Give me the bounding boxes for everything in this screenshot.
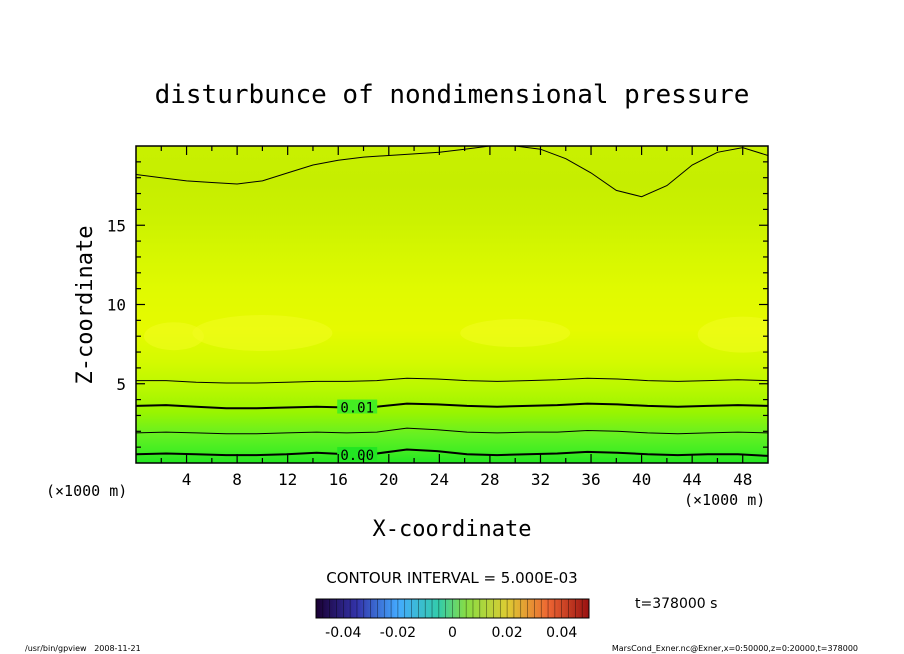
x-axis-label: X-coordinate <box>373 517 532 542</box>
x-tick-label: 8 <box>232 470 242 489</box>
y-tick-label: 10 <box>107 296 126 315</box>
contour-label-1: 0.00 <box>340 448 374 464</box>
y-axis-label: Z-coordinate <box>73 226 98 385</box>
y-tick-label: 5 <box>116 375 126 394</box>
colorbar-tick-label: 0.02 <box>492 625 523 641</box>
footer-left: /usr/bin/gpview 2008-11-21 <box>25 644 141 653</box>
contour-lines <box>136 146 768 457</box>
contour-label-bg-1 <box>337 447 378 462</box>
contour-label-0: 0.01 <box>340 401 374 417</box>
x-tick-label: 28 <box>480 470 499 489</box>
colorbar-tick-label: -0.04 <box>325 625 361 641</box>
colorbar-stripes <box>322 599 583 618</box>
colorbar: -0.04 -0.02 0 0.02 0.04 <box>315 598 590 641</box>
highlight-3 <box>143 322 204 351</box>
chart-title: disturbunce of nondimensional pressure <box>155 80 750 110</box>
y-tick-label: 15 <box>107 216 126 235</box>
highlight-2 <box>697 316 768 353</box>
contour-line-top <box>136 146 768 198</box>
colorbar-tick-label: -0.02 <box>380 625 416 641</box>
x-tick-label: 36 <box>581 470 600 489</box>
contour-line-0 <box>136 448 768 457</box>
x-tick-label: 24 <box>430 470 449 489</box>
footer-right: MarsCond_Exner.nc@Exner,x=0:50000,z=0:20… <box>612 644 858 653</box>
contour-line-3 <box>136 377 768 384</box>
x-tick-label: 12 <box>278 470 297 489</box>
x-unit-right: (×1000 m) <box>684 491 765 509</box>
x-unit-left: (×1000 m) <box>46 482 127 500</box>
heatmap-fill <box>136 146 768 463</box>
contour-interval-label: CONTOUR INTERVAL = 5.000E-03 <box>326 569 577 587</box>
highlight-0 <box>192 315 333 352</box>
x-tick-label: 48 <box>733 470 752 489</box>
colorbar-tick-label: 0 <box>448 625 457 641</box>
contour-line-2 <box>136 402 768 410</box>
x-tick-label: 20 <box>379 470 398 489</box>
heatmap-highlights <box>143 315 768 353</box>
contour-labels: 0.01 0.00 <box>337 399 378 464</box>
contour-line-1 <box>136 427 768 435</box>
x-tick-label: 32 <box>531 470 550 489</box>
x-tick-label: 40 <box>632 470 651 489</box>
x-tick-label: 44 <box>683 470 702 489</box>
contour-label-bg-0 <box>337 399 378 414</box>
time-label: t=378000 s <box>635 596 717 612</box>
colorbar-tick-label: 0.04 <box>546 625 577 641</box>
x-tick-label: 16 <box>329 470 348 489</box>
colorbar-frame <box>315 598 590 619</box>
highlight-1 <box>460 319 571 348</box>
x-tick-label: 4 <box>182 470 192 489</box>
colorbar-tick-labels: -0.04 -0.02 0 0.02 0.04 <box>325 625 577 641</box>
